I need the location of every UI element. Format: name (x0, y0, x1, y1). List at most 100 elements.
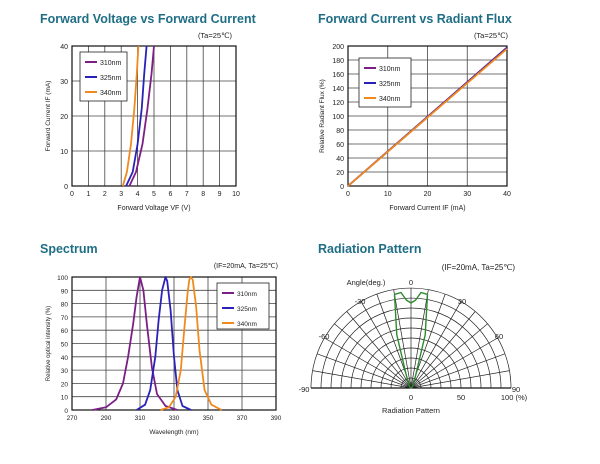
polar-radial-label: 100 (%) (501, 393, 528, 402)
test-condition-label: (Ta=25℃) (198, 31, 233, 40)
y-tick-label: 100 (332, 114, 344, 121)
polar-angle-label: -60 (319, 332, 330, 341)
y-tick-label: 20 (60, 114, 68, 121)
y-tick-label: 40 (60, 44, 68, 51)
y-axis-label: Forward Current IF (mA) (45, 81, 52, 152)
y-tick-label: 160 (332, 72, 344, 79)
polar-grid-spoke (410, 337, 498, 389)
x-tick-label: 0 (346, 191, 350, 198)
y-axis-label: Relative optical intensity (%) (46, 306, 52, 381)
polar-grid-spoke (316, 353, 412, 389)
legend-box (216, 282, 270, 330)
y-tick-label: 40 (61, 355, 69, 362)
y-tick-label: 0 (64, 408, 68, 415)
series-line-340nm (347, 48, 508, 187)
x-tick-label: 3 (119, 191, 123, 198)
polar-grid-spoke (393, 289, 412, 389)
y-tick-label: 200 (332, 44, 344, 51)
legend-label-310nm: 310nm (237, 291, 257, 298)
y-tick-label: 40 (336, 156, 344, 163)
polar-grid-spoke (410, 301, 462, 389)
legend-label-325nm: 325nm (237, 306, 257, 313)
polar-grid-spoke (410, 323, 488, 389)
polar-grid-spoke (312, 370, 412, 389)
y-tick-label: 80 (336, 128, 344, 135)
legend-label-325nm: 325nm (100, 75, 122, 82)
legend-label-310nm: 310nm (379, 66, 401, 73)
y-tick-label: 70 (61, 315, 69, 322)
x-tick-label: 310 (135, 415, 146, 422)
title-radiation-pattern-chart: Radiation Pattern (318, 242, 422, 256)
y-tick-label: 140 (332, 86, 344, 93)
polar-x-label: Radiation Pattern (382, 406, 440, 415)
x-tick-label: 370 (237, 415, 248, 422)
polar-grid-spoke (360, 301, 412, 389)
polar-angle-label: -30 (355, 297, 366, 306)
polar-grid-spoke (334, 323, 412, 389)
x-tick-label: 20 (424, 191, 432, 198)
x-axis-label: Forward Voltage VF (V) (117, 205, 190, 212)
x-axis-label: Forward Current IF (mA) (389, 205, 465, 212)
x-tick-label: 40 (503, 191, 511, 198)
y-tick-label: 10 (61, 395, 69, 402)
series-line-310nm (128, 45, 155, 187)
x-tick-label: 5 (152, 191, 156, 198)
plot-frame (347, 45, 508, 187)
title-forward-voltage-chart: Forward Voltage vs Forward Current (40, 12, 256, 26)
test-condition-label: (Ta=25℃) (474, 31, 509, 40)
x-tick-label: 330 (169, 415, 180, 422)
y-tick-label: 50 (61, 342, 69, 349)
polar-grid-spoke (410, 311, 476, 389)
polar-grid-spoke (410, 353, 506, 389)
series-line-340nm (160, 276, 223, 411)
polar-angle-title: Angle(deg.) (347, 278, 386, 287)
y-tick-label: 20 (336, 170, 344, 177)
plot-frame (71, 276, 277, 411)
series-line-310nm (92, 276, 178, 411)
x-axis-label: Wavelength (nm) (149, 429, 198, 436)
y-tick-label: 0 (340, 184, 344, 191)
x-tick-label: 9 (218, 191, 222, 198)
polar-angle-label: -90 (299, 385, 310, 394)
y-tick-label: 0 (64, 184, 68, 191)
y-tick-label: 100 (57, 275, 68, 282)
y-tick-label: 60 (336, 142, 344, 149)
series-line-340nm (121, 45, 140, 187)
title-spectrum-chart: Spectrum (40, 242, 98, 256)
legend-label-340nm: 340nm (237, 321, 257, 328)
x-tick-label: 10 (232, 191, 240, 198)
y-tick-label: 30 (61, 368, 69, 375)
polar-angle-label: 60 (495, 332, 503, 341)
test-condition-label: (IF=20mA, Ta=25℃) (214, 263, 278, 270)
polar-grid-spoke (410, 370, 510, 389)
polar-grid-spoke (346, 311, 412, 389)
y-tick-label: 120 (332, 100, 344, 107)
y-tick-label: 60 (61, 328, 69, 335)
polar-series-pattern (393, 291, 429, 389)
legend-label-325nm: 325nm (379, 81, 401, 88)
y-tick-label: 30 (60, 79, 68, 86)
x-tick-label: 8 (201, 191, 205, 198)
x-tick-label: 2 (103, 191, 107, 198)
y-tick-label: 180 (332, 58, 344, 65)
y-axis-label: Relative Radiant Flux (%) (319, 79, 326, 153)
legend-label-340nm: 340nm (379, 96, 401, 103)
x-tick-label: 4 (136, 191, 140, 198)
y-tick-label: 20 (61, 381, 69, 388)
x-tick-label: 290 (101, 415, 112, 422)
y-tick-label: 90 (61, 288, 69, 295)
x-tick-label: 0 (70, 191, 74, 198)
x-tick-label: 1 (86, 191, 90, 198)
polar-angle-label: 0 (409, 278, 413, 287)
x-tick-label: 270 (67, 415, 78, 422)
polar-radial-label: 50 (457, 393, 465, 402)
series-line-325nm (125, 45, 148, 187)
x-tick-label: 350 (203, 415, 214, 422)
title-radiant-flux-chart: Forward Current vs Radiant Flux (318, 12, 512, 26)
x-tick-label: 7 (185, 191, 189, 198)
polar-grid-spoke (410, 289, 429, 389)
y-tick-label: 10 (60, 149, 68, 156)
polar-radial-label: 0 (409, 393, 413, 402)
legend-label-310nm: 310nm (100, 60, 122, 67)
